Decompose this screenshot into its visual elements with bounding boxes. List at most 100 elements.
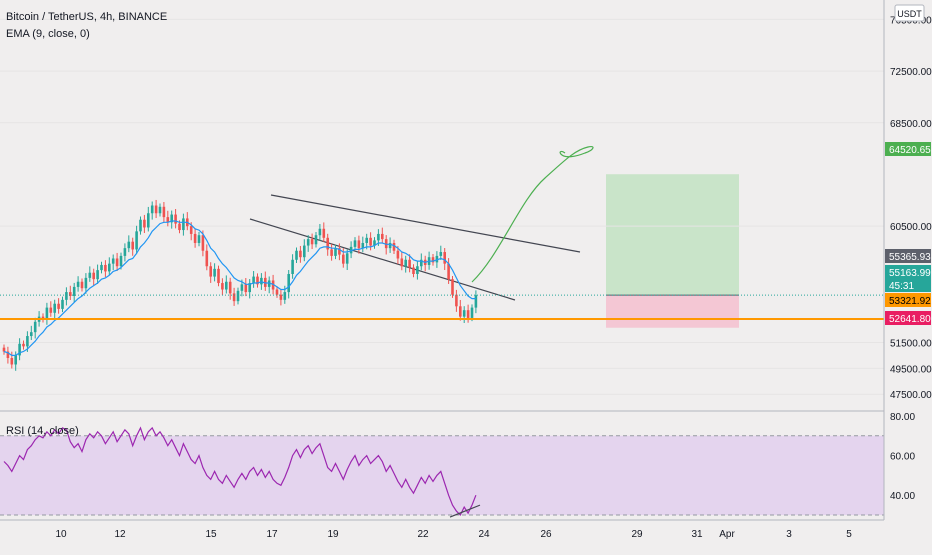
candle-body xyxy=(119,255,123,267)
rsi-tick-label: 40.00 xyxy=(890,491,915,502)
rsi-line xyxy=(3,426,477,517)
currency-badge[interactable] xyxy=(894,4,925,22)
price-tick-label: 49500.00 xyxy=(890,364,932,375)
time-tick-label: 17 xyxy=(266,529,278,540)
candle-body xyxy=(381,233,384,240)
candle-body xyxy=(213,268,216,277)
candle-body xyxy=(443,252,446,264)
time-tick-label: 12 xyxy=(114,529,126,540)
rsi-panel xyxy=(0,426,884,518)
candle-body xyxy=(392,242,396,251)
candle-body xyxy=(2,347,6,352)
candle-body xyxy=(299,250,302,258)
candle-body xyxy=(217,268,220,284)
time-tick-label: 22 xyxy=(417,529,429,540)
candle-body xyxy=(369,237,372,246)
price-tick-label: 72500.00 xyxy=(890,67,932,78)
candle-body xyxy=(30,332,33,337)
candle-body xyxy=(384,239,388,249)
candle-body xyxy=(416,266,419,274)
candle-body xyxy=(357,240,361,249)
time-tick-label: 24 xyxy=(478,529,490,540)
candle-body xyxy=(267,280,271,287)
candle-body xyxy=(462,310,466,317)
candle-body xyxy=(135,231,138,250)
candle-body xyxy=(33,321,37,333)
candle-body xyxy=(80,281,84,289)
target-zone[interactable] xyxy=(606,174,739,296)
lower-trendline[interactable] xyxy=(249,218,516,301)
candle-body xyxy=(100,264,103,271)
rsi-legend[interactable]: RSI (14, close) xyxy=(6,425,79,437)
candle-body xyxy=(26,336,29,347)
candle-body xyxy=(248,283,251,293)
candle-body xyxy=(260,277,263,285)
candle-body xyxy=(139,219,142,232)
candle-body xyxy=(420,259,423,267)
candle-body xyxy=(256,276,259,285)
upper-trendline[interactable] xyxy=(270,194,581,253)
price-tag-bg xyxy=(885,142,931,156)
candle-body xyxy=(115,258,119,267)
stop-zone[interactable] xyxy=(606,295,739,328)
price-tag-label: 45:31 xyxy=(889,281,914,292)
candle-body xyxy=(201,235,205,251)
candle-body xyxy=(147,213,150,228)
candle-body xyxy=(76,281,80,287)
candle-body xyxy=(408,259,411,268)
candle-body xyxy=(400,258,404,267)
time-tick-label: 5 xyxy=(846,529,852,540)
price-tick-label: 68500.00 xyxy=(890,119,932,130)
candle-body xyxy=(353,240,357,247)
candle-body xyxy=(330,249,333,256)
candle-body xyxy=(322,228,326,238)
candle-body xyxy=(225,281,228,290)
candle-body xyxy=(72,286,76,296)
candle-body xyxy=(162,206,166,218)
candle-body xyxy=(143,219,146,228)
candle-body xyxy=(287,274,290,293)
projection-curve[interactable] xyxy=(471,145,594,283)
candle-body xyxy=(131,241,134,250)
symbol-title[interactable]: Bitcoin / TetherUS, 4h, BINANCE xyxy=(6,11,167,23)
candle-body xyxy=(189,226,193,234)
candle-body xyxy=(275,289,279,295)
candle-body xyxy=(193,233,197,243)
price-tag-bg xyxy=(885,278,931,292)
time-tick-label: 19 xyxy=(327,529,339,540)
candle-body xyxy=(303,245,306,258)
candle-body xyxy=(197,235,201,243)
candle-body xyxy=(150,205,154,214)
candle-body xyxy=(435,255,439,263)
price-levels[interactable] xyxy=(0,294,884,320)
candle-body xyxy=(53,303,56,313)
candle-body xyxy=(451,279,454,295)
candle-body xyxy=(396,250,400,259)
drawings[interactable] xyxy=(249,145,594,301)
candle-body xyxy=(455,294,458,307)
candle-body xyxy=(205,250,209,267)
price-tag-label: 53321.92 xyxy=(889,296,931,307)
candle-body xyxy=(244,284,248,293)
ema-legend[interactable]: EMA (9, close, 0) xyxy=(6,28,90,40)
candle-body xyxy=(158,206,162,214)
position-zones[interactable] xyxy=(606,174,739,328)
time-tick-label: 15 xyxy=(205,529,217,540)
candle-body xyxy=(295,250,298,260)
candle-body xyxy=(182,218,185,231)
candle-body xyxy=(18,343,21,356)
candle-body xyxy=(174,214,177,224)
time-tick-label: 26 xyxy=(540,529,552,540)
price-tag-bg xyxy=(885,249,931,263)
candle-body xyxy=(306,239,310,246)
candle-body xyxy=(232,293,236,302)
candle-body xyxy=(377,233,380,241)
rsi-tick-label: 60.00 xyxy=(890,452,915,463)
time-axis[interactable]: 10 12 15 17 19 22 24 26 29 31 Apr 3 5 xyxy=(55,529,852,540)
time-tick-label: 3 xyxy=(786,529,792,540)
price-tick-label: 51500.00 xyxy=(890,339,932,350)
candle-body xyxy=(431,257,435,263)
candle-body xyxy=(123,248,127,256)
